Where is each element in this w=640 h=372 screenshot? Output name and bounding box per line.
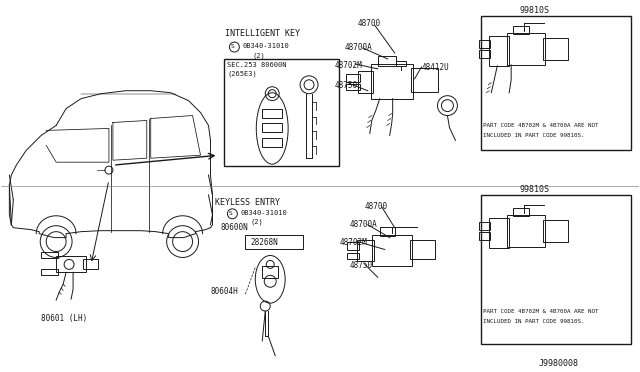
Bar [481, 16, 630, 150]
Bar [380, 227, 395, 235]
Bar [479, 232, 490, 240]
Text: 80604H: 80604H [211, 287, 238, 296]
Bar [41, 269, 58, 275]
Text: 80601 (LH): 80601 (LH) [41, 314, 88, 323]
Bar [507, 215, 545, 247]
Bar [479, 222, 490, 230]
Bar [357, 240, 374, 262]
Bar [262, 124, 282, 132]
Text: (265E3): (265E3) [227, 71, 257, 77]
Text: INTELLIGENT KEY: INTELLIGENT KEY [225, 29, 300, 38]
Text: J9980008: J9980008 [539, 359, 579, 368]
Bar [56, 256, 86, 272]
Text: (2): (2) [252, 52, 265, 58]
Text: 80600N: 80600N [220, 223, 248, 232]
Text: KEYLESS ENTRY: KEYLESS ENTRY [216, 198, 280, 207]
Bar [245, 235, 303, 248]
Bar [225, 59, 339, 166]
Text: S: S [230, 44, 234, 49]
Text: 0B340-31010: 0B340-31010 [241, 210, 287, 216]
Text: 48750: 48750 [335, 81, 358, 90]
Text: 48702M: 48702M [340, 238, 367, 247]
Text: INCLUDED IN PART CODE 99810S.: INCLUDED IN PART CODE 99810S. [483, 134, 585, 138]
Text: SEC.253 80600N: SEC.253 80600N [227, 62, 287, 68]
Text: S: S [228, 211, 232, 216]
Text: 48750: 48750 [350, 262, 373, 270]
Bar [396, 61, 406, 66]
Text: 48700: 48700 [358, 19, 381, 28]
Text: (2): (2) [250, 219, 263, 225]
Text: 48700A: 48700A [345, 43, 372, 52]
Bar [262, 138, 282, 147]
Bar [346, 74, 360, 82]
Bar [543, 38, 568, 60]
Bar [489, 218, 509, 247]
Bar [262, 266, 278, 278]
Text: 48700A: 48700A [350, 220, 378, 229]
Text: INCLUDED IN PART CODE 99810S.: INCLUDED IN PART CODE 99810S. [483, 319, 585, 324]
Bar [479, 50, 490, 58]
Bar [489, 36, 509, 66]
Bar [378, 56, 396, 66]
Text: 48412U: 48412U [422, 63, 449, 72]
Bar [347, 241, 359, 250]
Text: 48700: 48700 [365, 202, 388, 211]
Bar [513, 26, 529, 34]
Text: PART CODE 4B702M & 4B700A ARE NOT: PART CODE 4B702M & 4B700A ARE NOT [483, 124, 599, 128]
Bar [371, 64, 413, 99]
Bar [411, 68, 438, 92]
Text: 28268N: 28268N [250, 238, 278, 247]
Bar [513, 208, 529, 216]
Text: 0B340-31010: 0B340-31010 [243, 43, 289, 49]
Bar [543, 220, 568, 241]
Bar [479, 40, 490, 48]
Bar [358, 71, 372, 93]
Text: PART CODE 4B702M & 4B700A ARE NOT: PART CODE 4B702M & 4B700A ARE NOT [483, 309, 599, 314]
Text: 99810S: 99810S [519, 6, 549, 15]
Bar [41, 253, 58, 259]
Bar [83, 259, 98, 269]
Bar [410, 240, 435, 259]
Text: 99810S: 99810S [519, 185, 549, 194]
Bar [262, 109, 282, 118]
Bar [346, 84, 360, 90]
Bar [372, 235, 412, 266]
Bar [481, 195, 630, 344]
Bar [347, 253, 359, 259]
Text: 48702M: 48702M [335, 61, 363, 70]
Bar [507, 33, 545, 65]
